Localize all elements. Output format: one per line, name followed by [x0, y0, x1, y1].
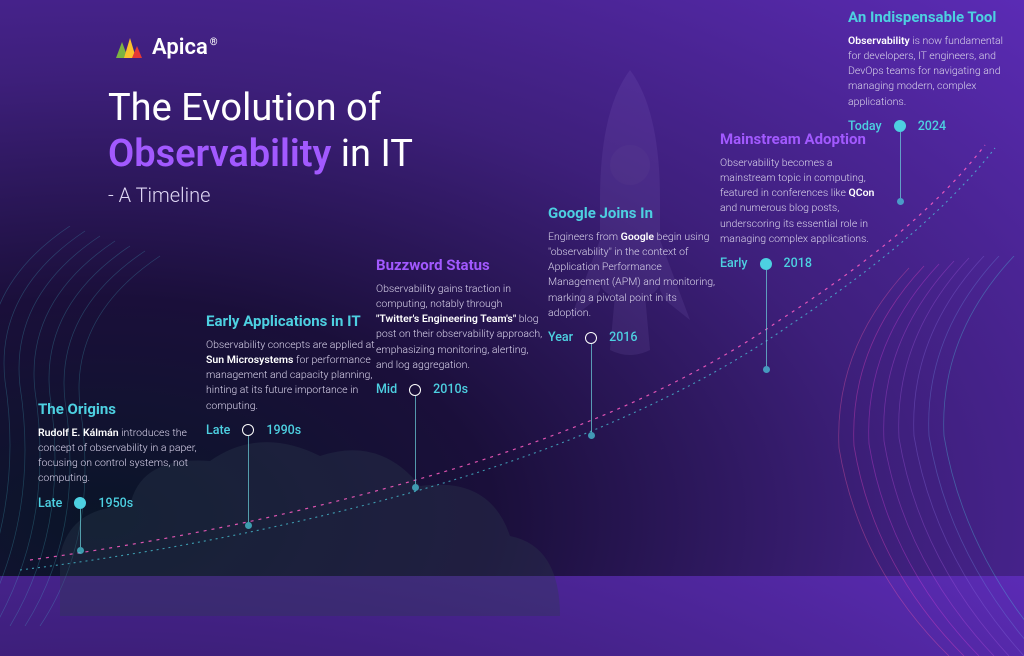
milestone-mainstream: Mainstream AdoptionObservability becomes… [720, 130, 890, 271]
milestone-date: Early 2018 [720, 256, 890, 271]
date-prefix: Late [38, 496, 62, 511]
milestone-date: Today 2024 [848, 119, 1018, 134]
date-dot-icon [242, 424, 254, 436]
milestone-stem [591, 344, 592, 436]
milestone-title: Early Applications in IT [206, 312, 376, 331]
date-prefix: Early [720, 256, 748, 271]
date-value: 2024 [918, 119, 946, 134]
date-dot-icon [585, 332, 597, 344]
date-dot-icon [894, 120, 906, 132]
milestone-body: Rudolf E. Kálmán introduces the concept … [38, 425, 208, 486]
milestone-origins: The Origins Rudolf E. Kálmán introduces t… [38, 400, 208, 511]
milestone-stem [766, 270, 767, 370]
bg-wave-right [704, 256, 1024, 656]
date-prefix: Late [206, 423, 230, 438]
milestone-title: Buzzword Status [376, 256, 546, 275]
milestone-date: Late 1950s [38, 496, 208, 511]
page-subtitle: - A Timeline [108, 183, 588, 207]
stem-end-dot-icon [245, 522, 252, 529]
milestone-date: Mid 2010s [376, 382, 546, 397]
milestone-body: Observability concepts are applied at Su… [206, 337, 376, 413]
headline: The Evolution of Observability in IT - A… [108, 86, 588, 207]
milestone-stem [900, 132, 901, 202]
milestone-title: An Indispensable Tool [848, 8, 1018, 27]
page-title: The Evolution of Observability in IT [108, 86, 588, 177]
milestone-google: Google Joins In Engineers from Google beg… [548, 204, 718, 345]
milestone-body: Observability gains traction in computin… [376, 281, 546, 372]
milestone-indispensable: An Indispensable Tool Observability is no… [848, 8, 1018, 134]
date-value: 1990s [266, 423, 301, 438]
date-value: 1950s [98, 496, 133, 511]
apica-logo-icon [108, 34, 144, 60]
date-prefix: Today [848, 119, 882, 134]
date-dot-icon [760, 258, 772, 270]
brand-name: Apica® [152, 35, 218, 60]
date-prefix: Mid [376, 382, 397, 397]
date-dot-icon [74, 497, 86, 509]
date-prefix: Year [548, 330, 573, 345]
milestone-stem [80, 509, 81, 551]
milestone-early-it: Early Applications in IT Observability co… [206, 312, 376, 438]
milestone-body: Engineers from Google begin using "obser… [548, 229, 718, 320]
milestone-title: The Origins [38, 400, 208, 419]
stem-end-dot-icon [77, 547, 84, 554]
stem-end-dot-icon [897, 198, 904, 205]
date-value: 2016 [609, 330, 637, 345]
stem-end-dot-icon [588, 432, 595, 439]
milestone-title: Google Joins In [548, 204, 718, 223]
date-dot-icon [409, 384, 421, 396]
date-value: 2018 [784, 256, 812, 271]
milestone-date: Year 2016 [548, 330, 718, 345]
milestone-body: Observability is now fundamental for dev… [848, 33, 1018, 109]
milestone-stem [248, 436, 249, 526]
stem-end-dot-icon [412, 484, 419, 491]
milestone-date: Late 1990s [206, 423, 376, 438]
milestone-body: Observability becomes a mainstream topic… [720, 155, 890, 246]
stem-end-dot-icon [763, 366, 770, 373]
milestone-stem [415, 396, 416, 488]
brand-logo: Apica® [108, 34, 218, 60]
date-value: 2010s [433, 382, 468, 397]
milestone-buzzword: Buzzword Status Observability gains tract… [376, 256, 546, 397]
